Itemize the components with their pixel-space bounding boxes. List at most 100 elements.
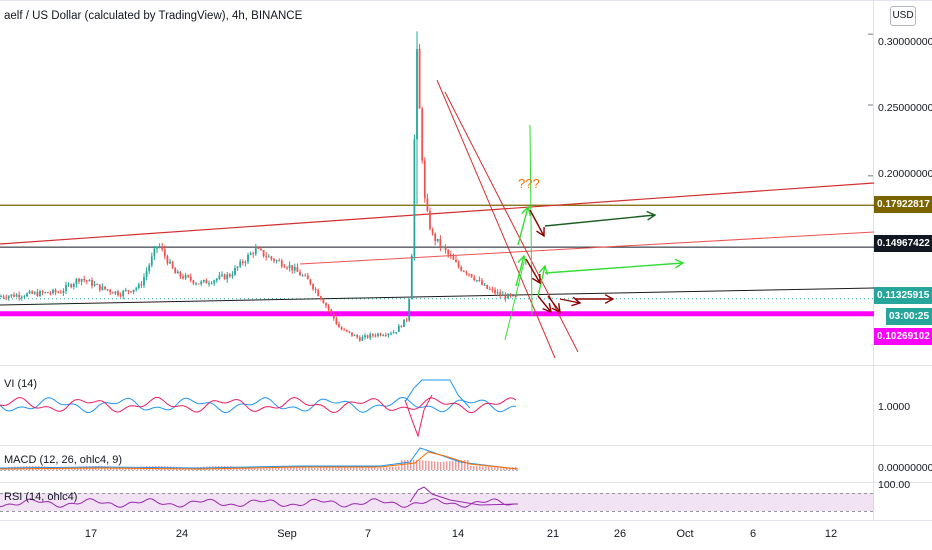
candle-body: [514, 295, 517, 297]
candle-body: [439, 238, 442, 247]
arrow-green-up-head: [538, 264, 549, 275]
macd-histogram-bar: [299, 466, 301, 470]
vi-label: VI (14): [4, 378, 38, 390]
candle-body: [83, 278, 86, 281]
macd-tick: 0.00000000: [878, 462, 932, 474]
candle-body: [137, 284, 140, 289]
candle-body: [296, 266, 299, 272]
macd-histogram-bar: [380, 467, 382, 470]
candle-body: [244, 261, 247, 264]
price-tick: 0.30000000: [878, 36, 932, 48]
macd-histogram-bar: [269, 466, 271, 470]
candle-body: [283, 266, 286, 268]
macd-histogram-bar: [320, 467, 322, 470]
time-tick: 7: [364, 528, 372, 540]
macd-histogram-bar: [431, 461, 433, 470]
vi-plus-line: [0, 396, 517, 414]
candle-body: [182, 276, 184, 279]
candle-body: [96, 284, 99, 286]
macd-histogram-bar: [485, 466, 487, 470]
candle-body: [275, 260, 278, 262]
candle-body: [410, 255, 413, 300]
rsi-tick: 100.00: [878, 479, 911, 491]
arrow-green-up-head: [517, 254, 527, 265]
candle-body: [382, 335, 385, 337]
macd-histogram-bar: [500, 467, 502, 470]
candle-body: [384, 335, 387, 337]
macd-histogram-bar: [272, 466, 274, 470]
candle-body: [208, 283, 210, 285]
macd-histogram-bar: [335, 466, 337, 470]
candle-body: [2, 296, 5, 298]
candle-body: [111, 292, 114, 294]
currency-button[interactable]: USD: [890, 6, 916, 26]
candle-body: [46, 292, 49, 294]
candle-body: [475, 279, 478, 281]
time-tick: Sep: [277, 528, 297, 540]
macd-histogram-bar: [392, 466, 394, 470]
candle-body: [161, 246, 164, 250]
macd-histogram-bar: [446, 461, 448, 470]
candle-body: [278, 260, 281, 262]
candle-body: [504, 294, 507, 299]
macd-histogram-bar: [488, 466, 490, 470]
arrow-green-long-head: [674, 258, 685, 269]
candle-body: [468, 273, 470, 275]
candle-body: [418, 49, 421, 109]
arrow-darkred-down-head: [551, 302, 561, 314]
candle-body: [317, 289, 320, 297]
candle-body: [192, 280, 195, 284]
candle-body: [286, 267, 288, 269]
question-marks: ???: [518, 176, 540, 191]
arrow-darkred-down: [537, 295, 552, 313]
macd-histogram-bar: [395, 466, 397, 470]
candle-body: [158, 246, 161, 248]
candle-body: [452, 256, 455, 260]
time-tick: 17: [84, 528, 98, 540]
candle-body: [18, 294, 21, 298]
candle-body: [13, 294, 15, 297]
macd-histogram-bar: [362, 466, 364, 470]
green-vertical: [529, 124, 533, 316]
candle-body: [343, 329, 346, 331]
candle-body: [345, 329, 348, 332]
candle-body: [423, 160, 426, 199]
candle-body: [306, 275, 309, 280]
macd-histogram-bar: [476, 466, 478, 470]
arrow-darkgreen-head: [646, 210, 657, 221]
candle-body: [20, 296, 23, 298]
macd-histogram-bar: [503, 467, 505, 470]
candle-body: [460, 267, 463, 271]
drawing-arrows: ???: [515, 176, 685, 314]
mid-trendline: [299, 231, 875, 265]
macd-histogram-bar: [245, 467, 247, 470]
candle-body: [270, 256, 273, 259]
lower-trendline: [0, 287, 875, 306]
macd-histogram-bar: [416, 460, 418, 470]
macd-histogram-bar: [344, 466, 346, 470]
macd-histogram-bar: [254, 467, 256, 470]
candle-body: [449, 254, 452, 257]
candle-body: [293, 266, 296, 271]
vi-tick: 1.0000: [878, 401, 911, 413]
candle-body: [257, 248, 260, 250]
macd-histogram-bar: [509, 467, 511, 470]
macd-histogram-bar: [470, 466, 472, 470]
macd-histogram-bar: [62, 467, 64, 470]
candle-body: [104, 286, 106, 290]
candle-body: [210, 283, 213, 285]
macd-histogram-bar: [287, 466, 289, 470]
candle-body: [455, 259, 457, 263]
candle-body: [387, 333, 390, 336]
candle-body: [80, 278, 83, 282]
candle-body: [91, 280, 93, 286]
candle-body: [169, 261, 171, 264]
candle-body: [109, 289, 112, 293]
candle-body: [39, 291, 41, 297]
macd-histogram-bar: [248, 467, 250, 470]
macd-histogram-bar: [122, 467, 124, 470]
candle-body: [265, 256, 268, 258]
candle-body: [179, 271, 182, 277]
candle-body: [124, 290, 127, 292]
